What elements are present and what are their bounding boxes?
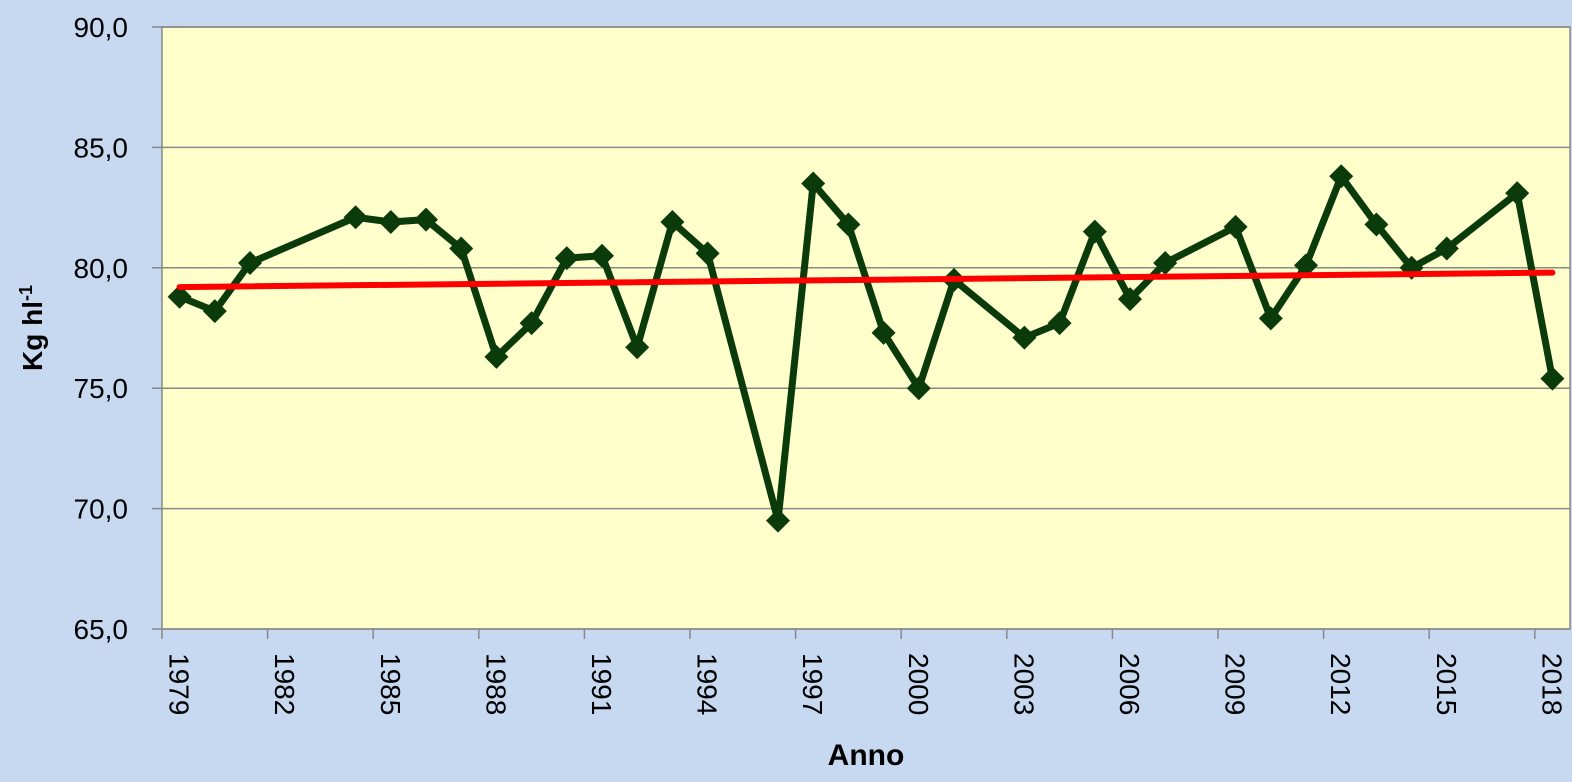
y-tick-label: 70,0 [74, 494, 129, 525]
line-segment [1372, 220, 1416, 272]
y-axis-title-main: Kg hl [17, 301, 48, 371]
x-tick-label: 1982 [269, 653, 300, 715]
x-tick-label: 2006 [1114, 653, 1145, 715]
marker [1047, 311, 1072, 336]
marker [836, 212, 861, 237]
line-segment [1161, 223, 1240, 267]
line-segment [1232, 223, 1275, 322]
line-segment [880, 329, 923, 392]
y-axis-title-sup: -1 [16, 285, 36, 301]
marker [625, 335, 650, 360]
marker [378, 210, 403, 235]
line-segment [246, 213, 360, 267]
line-segment [528, 254, 571, 327]
marker [766, 508, 790, 533]
marker [449, 236, 474, 261]
y-tick-label: 80,0 [74, 253, 129, 284]
marker [590, 243, 614, 268]
marker [1082, 219, 1107, 244]
x-axis-title: Anno [828, 739, 905, 772]
line-segment [1302, 172, 1345, 269]
marker [1294, 253, 1318, 278]
line-segment [774, 180, 817, 525]
line-segment [1091, 228, 1134, 303]
marker [906, 376, 931, 401]
y-tick-label: 75,0 [74, 373, 129, 404]
line-segment [915, 276, 958, 392]
x-tick-label: 1979 [164, 653, 195, 715]
line-segment [1337, 172, 1380, 228]
trend-line [176, 269, 1556, 291]
marker [202, 299, 227, 324]
marker [1540, 366, 1565, 391]
y-tick-label: 65,0 [74, 614, 129, 645]
line-segment [809, 180, 852, 228]
marker [695, 241, 720, 266]
marker [554, 246, 579, 271]
marker [871, 320, 896, 345]
x-tick-label: 2000 [903, 653, 934, 715]
y-tick-label: 85,0 [74, 132, 129, 163]
line-segment [457, 245, 500, 361]
marker [1434, 236, 1459, 261]
x-tick-label: 2012 [1325, 653, 1356, 715]
marker [414, 207, 438, 232]
marker [238, 250, 262, 275]
marker [1364, 212, 1389, 237]
line-segment [704, 249, 782, 525]
x-tick-label: 1991 [586, 653, 617, 715]
marker [519, 311, 544, 336]
marker [660, 210, 685, 235]
marker [1118, 287, 1142, 312]
x-tick-label: 2018 [1536, 653, 1567, 715]
x-tick-label: 1985 [375, 653, 406, 715]
x-tick-label: 1997 [797, 653, 828, 715]
marker [1012, 325, 1037, 350]
line-segment [598, 252, 641, 351]
line-segment [950, 276, 1028, 342]
marker [167, 284, 192, 309]
marker [801, 171, 826, 196]
plot-area [161, 26, 1571, 630]
marker [1258, 306, 1283, 331]
marker [484, 344, 509, 369]
line-segment [1513, 189, 1556, 383]
x-tick-label: 1994 [692, 653, 723, 715]
x-tick-label: 1988 [480, 653, 511, 715]
x-tick-label: 2015 [1431, 653, 1462, 715]
x-tick-label: 2009 [1220, 653, 1251, 715]
marker [1223, 214, 1248, 239]
x-tick-label: 2003 [1008, 653, 1039, 715]
marker [1153, 250, 1178, 275]
line-segment [1443, 189, 1521, 253]
marker [343, 205, 368, 230]
marker [1505, 181, 1530, 206]
y-tick-label: 90,0 [74, 12, 129, 43]
y-axis-title: Kg hl-1 [16, 285, 48, 371]
marker [1329, 164, 1354, 189]
